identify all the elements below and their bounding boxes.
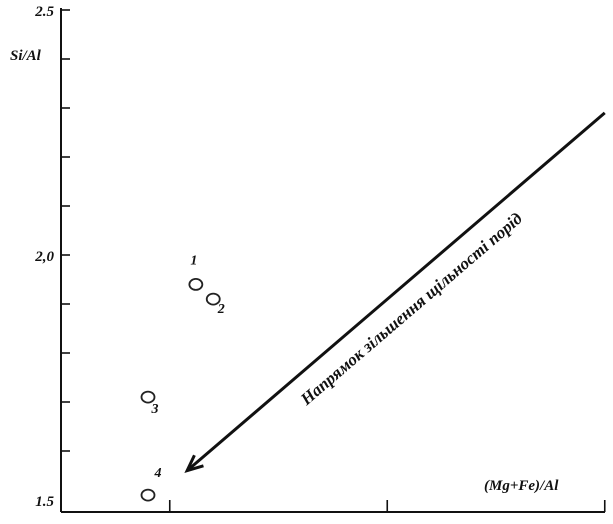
y-tick-label: 2.5: [34, 4, 54, 20]
y-tick-labels: 2.5 2,0 1.5: [34, 4, 54, 510]
density-direction-arrow: Напрямок зільшення щільності порід: [184, 111, 606, 473]
data-point-3: [140, 390, 156, 404]
data-point-2: [205, 292, 221, 306]
y-tick-label: 2,0: [34, 249, 54, 265]
x-axis-title: (Mg+Fe)/Al: [484, 478, 559, 494]
data-point-1: [188, 277, 204, 291]
y-axis-title: Si/Al: [10, 48, 42, 64]
data-points: 12345: [140, 253, 225, 502]
point-label-1: 1: [190, 253, 197, 268]
arrow-caption: Напрямок зільшення щільності порід: [296, 208, 526, 409]
point-label-4: 4: [154, 466, 162, 481]
point-label-3: 3: [151, 402, 159, 417]
x-ticks: [168, 500, 606, 512]
point-label-2: 2: [217, 302, 225, 317]
y-tick-label: 1.5: [35, 494, 54, 510]
data-point-4: [140, 488, 156, 502]
arrow-head: [184, 454, 204, 473]
y-ticks: [61, 9, 70, 452]
arrow-shaft: [186, 111, 606, 472]
